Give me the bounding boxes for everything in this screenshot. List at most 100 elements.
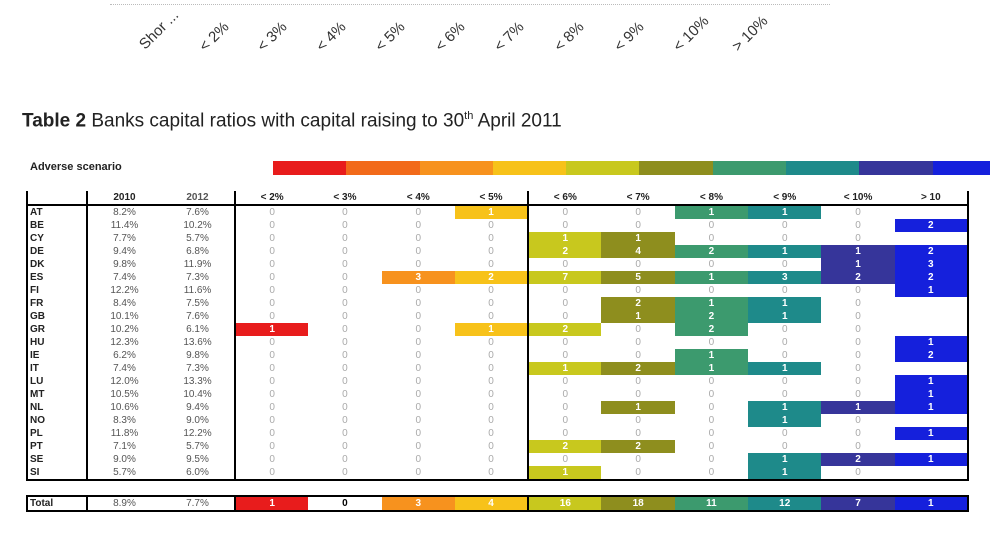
bank-count-cell: 0 xyxy=(342,246,348,257)
axis-label: < 9% xyxy=(610,18,648,55)
bank-count-cell: 0 xyxy=(269,285,275,296)
axis-label: < 3% xyxy=(253,18,291,55)
table-row: SI 5.7% 6.0% 0 0 0 0 1 0 0 1 0 xyxy=(26,466,969,481)
axis-label: Shor ... xyxy=(135,6,183,53)
bank-count-cell: 0 xyxy=(415,454,422,465)
bank-count-cell: 2 xyxy=(821,271,895,284)
bank-count-cell: 5 xyxy=(601,271,675,284)
color-scale-swatch xyxy=(859,161,933,175)
bank-count-cell: 12 xyxy=(748,495,822,512)
bank-count-cell: 1 xyxy=(894,453,969,466)
bank-count-cell: 0 xyxy=(855,389,861,400)
axis-label: < 5% xyxy=(371,18,409,55)
bank-count-cell: 0 xyxy=(855,233,861,244)
country-code: SI xyxy=(26,466,88,481)
bank-count-cell: 0 xyxy=(855,363,861,374)
bank-count-cell: 0 xyxy=(488,350,494,361)
table-row: FI 12.2% 11.6% 0 0 0 0 0 0 0 0 0 1 xyxy=(26,284,969,297)
table-row: MT 10.5% 10.4% 0 0 0 0 0 0 0 0 0 1 xyxy=(26,388,969,401)
bank-count-cell: 0 xyxy=(635,376,641,387)
bank-count-cell: 1 xyxy=(527,362,602,375)
ratio-2012: 9.4% xyxy=(161,401,236,414)
country-code: DE xyxy=(26,245,88,258)
bank-count-cell: 0 xyxy=(708,376,715,387)
bank-count-cell: 0 xyxy=(415,259,422,270)
ratio-2012: 7.7% xyxy=(161,495,236,512)
country-code: AT xyxy=(26,205,88,219)
bank-count-cell: 0 xyxy=(708,233,715,244)
axis-label: < 10% xyxy=(669,12,713,55)
bank-count-cell xyxy=(894,362,969,375)
bank-count-cell: 2 xyxy=(527,245,602,258)
header-bucket: > 10 xyxy=(894,191,969,206)
bank-count-cell: 0 xyxy=(855,428,861,439)
header-bucket: < 7% xyxy=(601,191,675,206)
color-scale-swatch xyxy=(492,161,567,175)
bank-count-cell: 0 xyxy=(342,441,348,452)
bank-count-cell: 2 xyxy=(601,362,675,375)
bank-count-cell xyxy=(894,310,969,323)
bank-count-cell: 3 xyxy=(381,495,455,512)
bank-count-cell: 0 xyxy=(708,337,715,348)
bank-count-cell: 0 xyxy=(308,466,382,481)
bank-count-cell: 2 xyxy=(601,440,675,453)
bank-count-cell: 0 xyxy=(635,415,641,426)
color-scale-swatch xyxy=(932,161,990,175)
total-row: Total 8.9% 7.7% 1 0 3 4 16 18 11 12 7 1 xyxy=(26,495,969,512)
ratio-2010: 8.3% xyxy=(113,415,136,426)
bank-count-cell: 1 xyxy=(674,205,749,219)
bank-count-cell: 0 xyxy=(488,285,494,296)
country-code: HU xyxy=(26,336,88,349)
bank-count-cell: 1 xyxy=(601,401,675,414)
bank-count-cell: 0 xyxy=(527,349,602,362)
bank-count-cell: 0 xyxy=(342,285,348,296)
ratio-2010: 10.5% xyxy=(110,389,139,400)
bank-count-cell: 0 xyxy=(527,453,602,466)
country-code: Total xyxy=(26,495,88,512)
bank-count-cell: 0 xyxy=(781,350,788,361)
header-bucket: < 5% xyxy=(454,191,529,206)
bank-count-cell: 1 xyxy=(527,466,602,481)
bank-count-cell: 0 xyxy=(415,402,422,413)
bank-count-cell: 0 xyxy=(342,350,348,361)
country-code: DK xyxy=(26,258,88,271)
bank-count-cell: 0 xyxy=(415,428,422,439)
color-scale-swatch xyxy=(566,161,640,175)
bank-count-cell: 0 xyxy=(855,220,861,231)
table-row: AT 8.2% 7.6% 0 0 0 1 0 0 1 1 0 xyxy=(26,205,969,219)
bank-count-cell: 0 xyxy=(527,427,602,440)
bank-count-cell: 2 xyxy=(894,219,969,232)
bank-count-cell: 1 xyxy=(748,245,822,258)
bank-count-cell: 1 xyxy=(894,284,969,297)
bank-count-cell: 0 xyxy=(855,337,861,348)
color-scale-swatch xyxy=(639,161,713,175)
ratio-2012: 7.3% xyxy=(161,271,236,284)
bank-count-cell: 0 xyxy=(342,220,348,231)
bank-count-cell: 0 xyxy=(781,233,788,244)
bank-count-cell xyxy=(894,440,969,453)
bank-count-cell: 1 xyxy=(748,297,822,310)
bank-count-cell: 0 xyxy=(342,376,348,387)
country-code: GR xyxy=(26,323,88,336)
bank-count-cell: 0 xyxy=(855,376,861,387)
bank-count-cell: 1 xyxy=(894,388,969,401)
color-scale-swatch xyxy=(273,161,347,175)
table-row: BE 11.4% 10.2% 0 0 0 0 0 0 0 0 0 2 xyxy=(26,219,969,232)
bank-count-cell: 0 xyxy=(269,311,275,322)
bank-count-cell: 0 xyxy=(635,324,641,335)
bank-count-cell: 7 xyxy=(527,271,602,284)
bank-count-cell: 0 xyxy=(781,441,788,452)
bank-count-cell: 0 xyxy=(269,363,275,374)
bank-count-cell: 2 xyxy=(601,297,675,310)
bank-count-cell: 0 xyxy=(488,441,494,452)
bank-count-cell: 0 xyxy=(781,259,788,270)
bank-count-cell: 1 xyxy=(894,495,969,512)
bank-count-cell: 0 xyxy=(269,402,275,413)
table-row: GB 10.1% 7.6% 0 0 0 0 0 1 2 1 0 xyxy=(26,310,969,323)
bank-count-cell: 4 xyxy=(601,245,675,258)
axis-label: < 6% xyxy=(431,18,469,55)
bank-count-cell: 1 xyxy=(894,427,969,440)
ratio-2010: 8.9% xyxy=(87,495,161,512)
table-row: DK 9.8% 11.9% 0 0 0 0 0 0 0 0 1 3 xyxy=(26,258,969,271)
axis-label: < 8% xyxy=(550,18,588,55)
